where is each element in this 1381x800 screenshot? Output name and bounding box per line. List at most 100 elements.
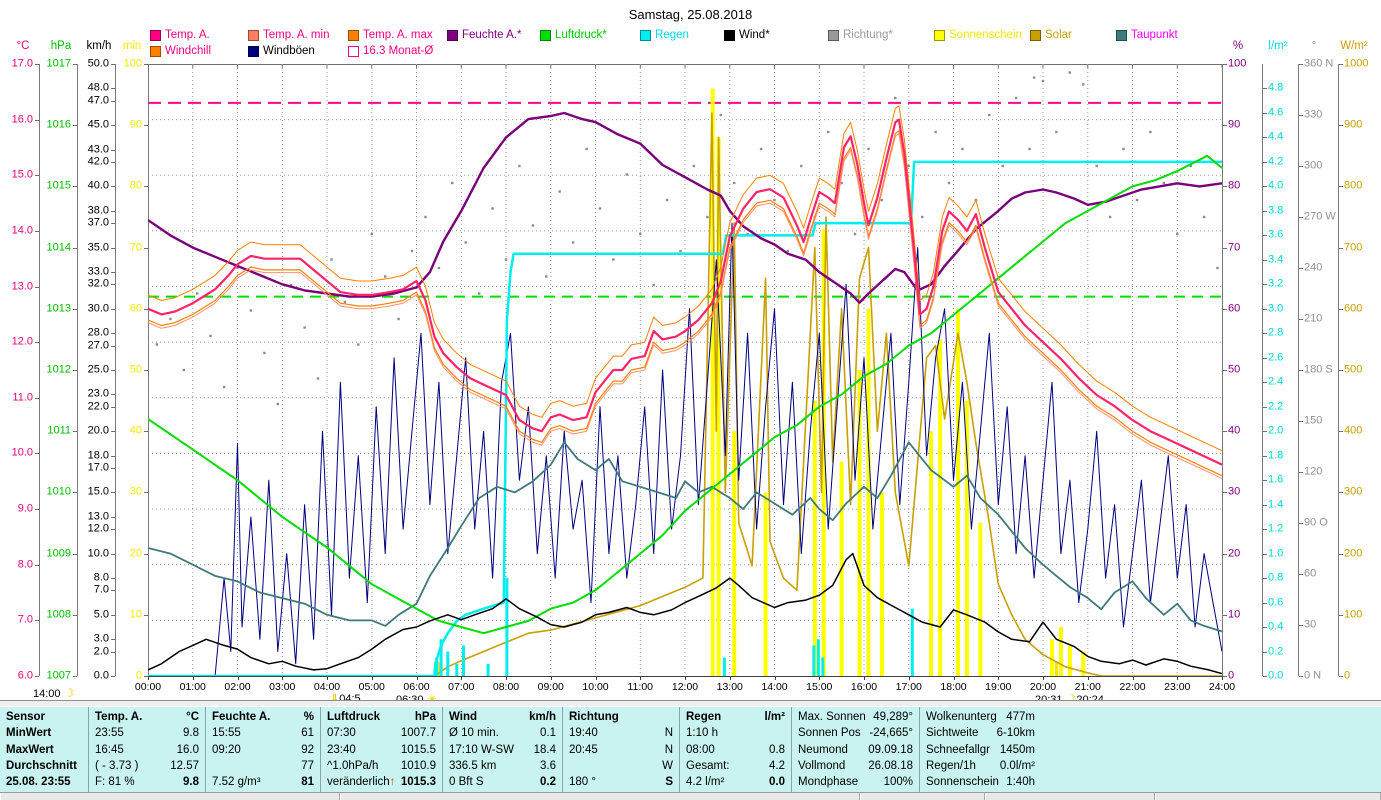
axis-tick-label: 0.0	[93, 669, 109, 682]
table-row: 19:40 N	[569, 725, 673, 741]
axis-tick	[73, 186, 77, 188]
x-axis-tick	[282, 676, 284, 680]
axis-tick-label: 37.0	[87, 216, 109, 229]
table-row: Luftdruck hPa	[327, 709, 436, 725]
axis-tick-label: 0 N	[1304, 669, 1322, 682]
x-axis-label: 24:00	[1208, 681, 1236, 693]
axis-tick-label: 500	[1344, 363, 1363, 376]
table-row: ^1.0hPa/h 1010.9	[327, 758, 436, 774]
axis-tick	[1339, 676, 1343, 677]
axis-tick	[1299, 625, 1303, 626]
axis-tick	[1223, 676, 1227, 677]
axis-tick-label: 90	[129, 118, 142, 131]
axis-tick	[1299, 319, 1303, 320]
axis-tick	[1223, 125, 1227, 127]
axis-line-pct	[1222, 64, 1223, 676]
legend-label: Luftdruck*	[555, 29, 607, 41]
legend-label: 16.3 Monat-Ø	[363, 45, 434, 57]
x-axis-tick	[819, 676, 821, 680]
x-axis-label: 17:00	[895, 681, 922, 693]
legend-item-temp-a-: Temp. A.	[150, 29, 210, 41]
axis-tick	[144, 64, 148, 65]
table-row: 16:45 16.0	[95, 742, 199, 758]
prev-moonrise-time: 14:00	[33, 688, 61, 700]
table-group-feuchte-a-: Feuchte A.% 15:55 61 09:20 92 77 7.52 g/m³ 81	[205, 707, 320, 792]
axis-tick-label: 28.0	[87, 326, 109, 339]
axis-tick	[1263, 333, 1267, 335]
axis-tick-label: 30	[129, 485, 142, 498]
table-cell-label: Regen/1h	[926, 760, 976, 773]
legend-item-temp-a-max: Temp. A. max	[348, 29, 433, 41]
x-axis-label: 16:00	[850, 681, 878, 693]
summary-table: Sensor MinWert MaxWert Durchschnitt 25.08. 2…	[0, 707, 1381, 792]
axis-tick	[111, 223, 115, 225]
axis-tick-label: 1.4	[1268, 498, 1284, 511]
status-bar-segment	[340, 793, 860, 800]
axis-tick	[111, 161, 115, 163]
axis-tick-label: 30	[1304, 618, 1317, 631]
axis-tick	[73, 431, 77, 433]
axis-tick	[1263, 676, 1267, 677]
table-cell-value: 100%	[883, 776, 913, 789]
axis-tick	[35, 342, 39, 344]
table-row: 08:00 0.8	[686, 742, 785, 758]
table-cell-label: 23:55	[95, 727, 124, 740]
table-cell-value: 9.8	[183, 776, 199, 789]
axis-tick	[1263, 406, 1267, 408]
axis-tick	[1263, 259, 1267, 261]
axis-title-hpa: hPa	[50, 40, 72, 52]
table-cell-value: 09.09.18	[868, 743, 913, 756]
x-axis-tick	[327, 676, 328, 680]
axis-tick-label: 1017	[46, 57, 71, 70]
axis-tick	[111, 639, 115, 641]
table-cell-label: Richtung	[569, 711, 619, 724]
table-cell-label: 09:20	[212, 743, 241, 756]
axis-tick	[1223, 186, 1227, 188]
table-row: 4.2 l/m² 0.0	[686, 774, 785, 790]
axis-tick	[1339, 308, 1343, 310]
axis-tick	[1299, 64, 1303, 65]
table-cell-label: Wind	[449, 711, 477, 724]
axis-tick-label: 8.0	[17, 558, 33, 571]
axis-tick	[1263, 308, 1267, 310]
axis-tick	[1299, 268, 1303, 269]
table-cell-value: 16.0	[176, 743, 199, 756]
moonset-arrow-icon: ⇓	[330, 693, 340, 705]
x-axis-tick	[908, 676, 910, 680]
axis-tick	[111, 614, 115, 616]
x-axis-tick	[461, 676, 463, 680]
axis-tick-label: 0	[1344, 669, 1351, 682]
axis-tick	[1223, 614, 1227, 616]
legend-label: Temp. A. max	[363, 29, 433, 41]
legend-swatch-icon	[150, 45, 161, 57]
x-axis-label: 10:00	[582, 681, 609, 693]
axis-tick	[111, 578, 115, 580]
table-cell-label: Sensor	[6, 711, 45, 724]
axis-tick-label: 60	[1304, 567, 1317, 580]
axis-tick	[144, 125, 148, 127]
axis-tick	[1263, 284, 1267, 286]
legend-item-sonnenschein: Sonnenschein	[934, 29, 1022, 41]
axis-tick	[1339, 614, 1343, 616]
axis-tick	[111, 406, 115, 408]
axis-tick	[111, 149, 115, 151]
legend-item-wind-: Wind*	[724, 29, 770, 41]
table-cell-value: 61	[301, 727, 314, 740]
axis-line-minutes	[148, 64, 149, 676]
legend-swatch-icon	[640, 29, 651, 41]
axis-tick-label: 10.0	[11, 446, 33, 459]
legend-swatch-icon	[348, 45, 359, 57]
axis-tick-label: 0	[135, 669, 142, 682]
axis-tick	[1263, 210, 1267, 212]
axis-tick	[111, 553, 115, 555]
table-cell-label: ^1.0hPa/h	[327, 760, 379, 773]
axis-tick	[111, 272, 115, 274]
table-cell-value: 77	[301, 760, 314, 773]
legend-label: Windchill	[165, 45, 212, 57]
axis-tick	[111, 394, 115, 396]
x-axis-tick	[192, 676, 194, 680]
axis-tick-label: 0.8	[1268, 571, 1284, 584]
axis-tick	[1339, 431, 1343, 433]
axis-tick	[1223, 431, 1227, 433]
